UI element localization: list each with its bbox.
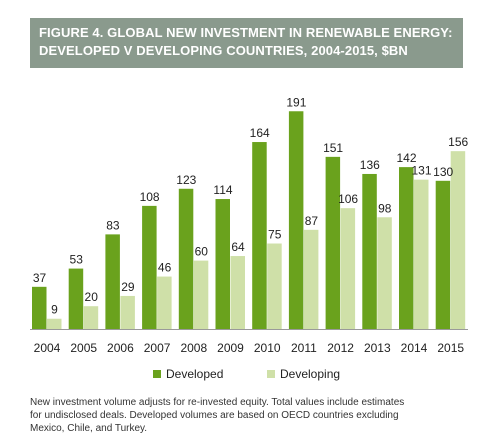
bar-developing-2006 xyxy=(120,295,135,329)
figure-title-line-1: FIGURE 4. GLOBAL NEW INVESTMENT IN RENEW… xyxy=(39,25,453,40)
bar-developing-2010 xyxy=(267,243,282,329)
data-label-developing-2010: 75 xyxy=(268,228,282,242)
data-label-developed-2013: 136 xyxy=(360,158,380,172)
legend-label-developed: Developed xyxy=(166,367,223,381)
footnote-line-2: for undisclosed deals. Developed volumes… xyxy=(30,410,399,421)
data-label-developed-2012: 151 xyxy=(323,141,343,155)
data-label-developing-2013: 98 xyxy=(378,201,392,215)
bar-developed-2014 xyxy=(399,167,414,329)
bar-developed-2006 xyxy=(105,234,120,329)
data-label-developing-2015: 156 xyxy=(448,135,468,149)
bar-developing-2015 xyxy=(450,151,466,329)
data-label-developing-2008: 60 xyxy=(195,245,209,259)
data-label-developed-2006: 83 xyxy=(106,218,120,232)
x-tick-label-2009: 2009 xyxy=(217,341,244,355)
bar-developing-2014 xyxy=(414,179,429,329)
x-tick-label-2006: 2006 xyxy=(107,341,134,355)
figure-title: FIGURE 4. GLOBAL NEW INVESTMENT IN RENEW… xyxy=(30,18,463,68)
figure-title-line-2: DEVELOPED V DEVELOPING COUNTRIES, 2004-2… xyxy=(39,43,408,58)
x-tick-label-2007: 2007 xyxy=(144,341,171,355)
bar-developing-2005 xyxy=(83,306,99,329)
data-label-developed-2014: 142 xyxy=(396,151,416,165)
data-label-developed-2005: 53 xyxy=(70,253,84,267)
data-label-developed-2004: 37 xyxy=(33,271,47,285)
legend-swatch-developing xyxy=(267,370,275,378)
data-label-developed-2015: 130 xyxy=(433,165,453,179)
bar-developing-2012 xyxy=(340,208,356,329)
x-tick-label-2015: 2015 xyxy=(437,341,464,355)
data-label-developing-2011: 87 xyxy=(305,214,319,228)
data-label-developing-2014: 131 xyxy=(411,164,431,178)
bar-developing-2004 xyxy=(47,318,62,329)
bar-developing-2008 xyxy=(193,260,209,329)
data-label-developed-2008: 123 xyxy=(176,173,196,187)
data-label-developing-2007: 46 xyxy=(158,261,172,275)
bar-developed-2011 xyxy=(288,111,304,329)
chart-footnote: New investment volume adjusts for re-inv… xyxy=(30,396,470,435)
data-label-developed-2010: 164 xyxy=(250,126,270,140)
x-tick-label-2005: 2005 xyxy=(70,341,97,355)
data-label-developing-2004: 9 xyxy=(51,303,58,317)
data-label-developing-2006: 29 xyxy=(121,280,135,294)
data-label-developed-2007: 108 xyxy=(140,190,160,204)
bar-developed-2012 xyxy=(325,156,341,329)
bar-developed-2004 xyxy=(32,286,47,329)
bar-developed-2008 xyxy=(178,188,194,329)
x-tick-label-2008: 2008 xyxy=(180,341,207,355)
footnote-line-1: New investment volume adjusts for re-inv… xyxy=(30,397,405,408)
footnote-line-3: Mexico, Chile, and Turkey. xyxy=(30,423,148,434)
data-label-developed-2009: 114 xyxy=(213,183,232,197)
x-tick-label-2014: 2014 xyxy=(401,341,428,355)
x-tick-label-2012: 2012 xyxy=(327,341,354,355)
x-tick-label-2013: 2013 xyxy=(364,341,391,355)
bar-developing-2013 xyxy=(377,217,392,329)
legend-swatch-developed xyxy=(153,370,161,378)
bar-developed-2009 xyxy=(215,199,230,329)
bar-developing-2009 xyxy=(230,256,245,329)
data-label-developing-2009: 64 xyxy=(231,240,245,254)
bar-developed-2007 xyxy=(142,205,157,329)
data-label-developed-2011: 191 xyxy=(286,95,306,109)
bar-developing-2007 xyxy=(157,276,172,329)
x-tick-label-2010: 2010 xyxy=(254,341,281,355)
bar-developing-2011 xyxy=(303,229,319,329)
data-label-developing-2012: 106 xyxy=(338,192,358,206)
bar-developed-2013 xyxy=(362,173,377,329)
bar-developed-2015 xyxy=(435,180,451,329)
x-tick-label-2004: 2004 xyxy=(34,341,61,355)
bar-developed-2010 xyxy=(252,142,267,329)
legend-label-developing: Developing xyxy=(280,367,340,381)
x-tick-label-2011: 2011 xyxy=(291,341,317,355)
data-label-developing-2005: 20 xyxy=(85,290,99,304)
bar-developed-2005 xyxy=(68,268,84,329)
